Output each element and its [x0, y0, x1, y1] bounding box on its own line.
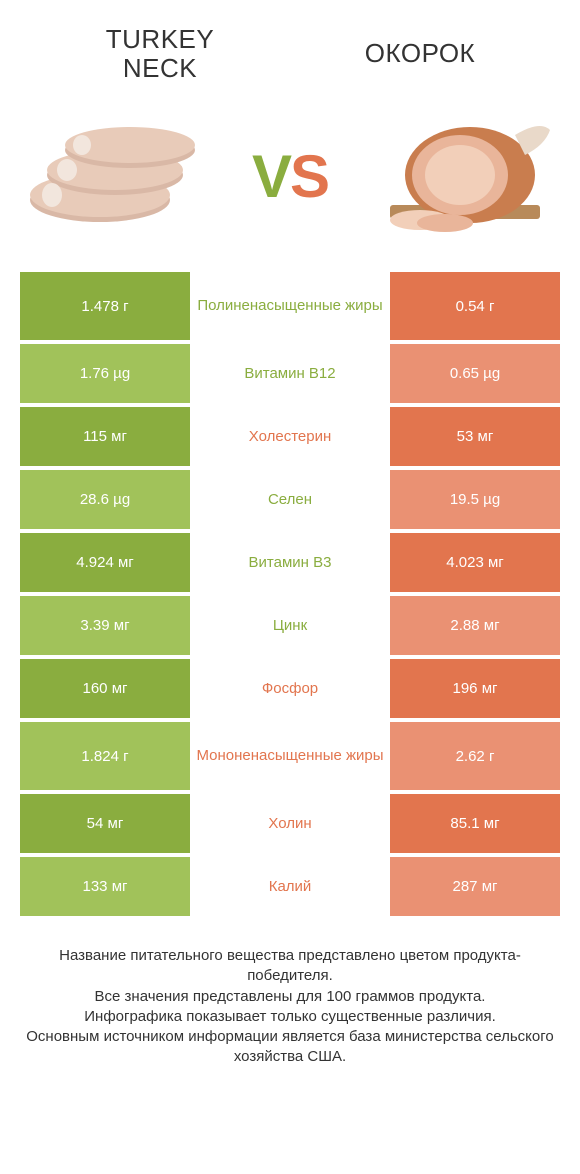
title-left-line2: NECK [123, 53, 197, 83]
value-left: 28.6 µg [20, 470, 190, 529]
turkey-neck-icon [20, 105, 220, 245]
value-left: 133 мг [20, 857, 190, 916]
value-right: 4.023 мг [390, 533, 560, 592]
nutrient-label: Холестерин [190, 407, 390, 466]
footer-notes: Название питательного вещества представл… [20, 946, 560, 1068]
table-row: 54 мгХолин85.1 мг [20, 794, 560, 853]
product-image-left [20, 105, 220, 245]
nutrient-label: Полиненасыщенные жиры [190, 272, 390, 340]
title-right-text: ОКОРОК [365, 38, 475, 68]
value-left: 1.76 µg [20, 344, 190, 403]
value-right: 0.65 µg [390, 344, 560, 403]
value-right: 19.5 µg [390, 470, 560, 529]
value-left: 115 мг [20, 407, 190, 466]
nutrient-label: Холин [190, 794, 390, 853]
vs-letter-v: V [252, 143, 290, 210]
ham-icon [360, 105, 560, 245]
table-row: 133 мгКалий287 мг [20, 857, 560, 916]
vs-badge: VS [252, 142, 328, 211]
nutrient-label: Фосфор [190, 659, 390, 718]
value-left: 3.39 мг [20, 596, 190, 655]
hero-row: VS [0, 92, 580, 272]
nutrient-label: Селен [190, 470, 390, 529]
value-left: 54 мг [20, 794, 190, 853]
footer-line-2: Все значения представлены для 100 граммо… [20, 987, 560, 1007]
value-right: 287 мг [390, 857, 560, 916]
table-row: 28.6 µgСелен19.5 µg [20, 470, 560, 529]
product-title-left: TURKEY NECK [30, 25, 290, 82]
table-row: 160 мгФосфор196 мг [20, 659, 560, 718]
value-left: 4.924 мг [20, 533, 190, 592]
value-right: 2.62 г [390, 722, 560, 790]
value-right: 196 мг [390, 659, 560, 718]
header: TURKEY NECK ОКОРОК [0, 0, 580, 92]
footer-line-3: Инфографика показывает только существенн… [20, 1007, 560, 1027]
nutrient-label: Мононенасыщенные жиры [190, 722, 390, 790]
table-row: 1.824 гМононенасыщенные жиры2.62 г [20, 722, 560, 790]
product-image-right [360, 105, 560, 245]
table-row: 115 мгХолестерин53 мг [20, 407, 560, 466]
value-right: 0.54 г [390, 272, 560, 340]
title-left-line1: TURKEY [106, 24, 214, 54]
nutrient-label: Калий [190, 857, 390, 916]
value-right: 85.1 мг [390, 794, 560, 853]
footer-line-4: Основным источником информации является … [20, 1027, 560, 1068]
nutrient-label: Цинк [190, 596, 390, 655]
table-row: 4.924 мгВитамин B34.023 мг [20, 533, 560, 592]
nutrient-label: Витамин B3 [190, 533, 390, 592]
value-right: 53 мг [390, 407, 560, 466]
table-row: 3.39 мгЦинк2.88 мг [20, 596, 560, 655]
product-title-right: ОКОРОК [290, 25, 550, 82]
value-left: 1.824 г [20, 722, 190, 790]
value-left: 1.478 г [20, 272, 190, 340]
footer-line-1: Название питательного вещества представл… [20, 946, 560, 987]
nutrient-label: Витамин B12 [190, 344, 390, 403]
table-row: 1.76 µgВитамин B120.65 µg [20, 344, 560, 403]
vs-letter-s: S [290, 143, 328, 210]
table-row: 1.478 гПолиненасыщенные жиры0.54 г [20, 272, 560, 340]
value-right: 2.88 мг [390, 596, 560, 655]
value-left: 160 мг [20, 659, 190, 718]
comparison-table: 1.478 гПолиненасыщенные жиры0.54 г1.76 µ… [20, 272, 560, 916]
